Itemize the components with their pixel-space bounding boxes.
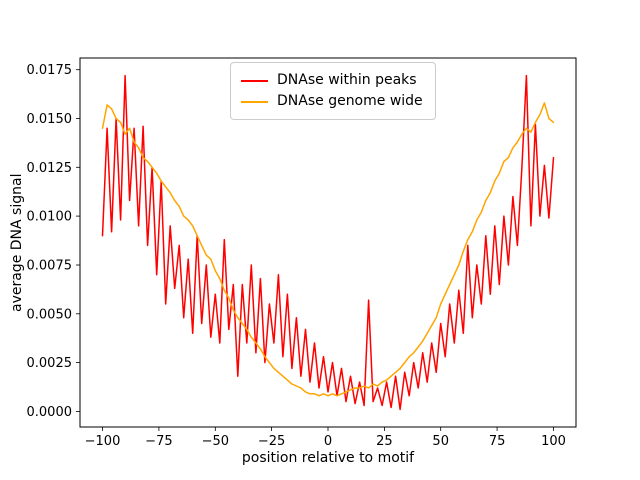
x-tick-label: 50 [432,434,449,449]
y-axis-label: average DNA signal [9,173,25,312]
y-tick-label: 0.0175 [27,63,73,78]
y-tick-label: 0.0000 [27,405,73,420]
y-tick-label: 0.0125 [27,161,73,176]
legend-swatch-genome-wide [241,100,268,103]
x-tick-label: 75 [489,434,506,449]
y-tick-label: 0.0100 [27,210,73,225]
x-tick-label: 0 [324,434,332,449]
series-line-dnase-genome-wide [101,102,555,397]
y-tick-label: 0.0075 [27,259,73,274]
legend-swatch-within-peaks [241,79,268,82]
x-tick-label: −75 [145,434,172,449]
x-tick-label: 100 [541,434,566,449]
axes-frame [79,57,577,428]
legend-item-genome-wide: DNAse genome wide [241,91,423,112]
legend-label-genome-wide: DNAse genome wide [277,93,423,109]
legend-item-within-peaks: DNAse within peaks [241,70,423,91]
legend: DNAse within peaks DNAse genome wide [230,62,436,120]
x-tick-label: −50 [202,434,229,449]
x-tick-label: −100 [85,434,121,449]
y-tick-label: 0.0025 [27,356,73,371]
x-axis-label: position relative to motif [241,450,415,466]
x-tick-label: −25 [258,434,285,449]
y-tick-label: 0.0150 [27,112,73,127]
series-line-dnase-within-peaks [101,74,555,411]
x-tick-label: 25 [376,434,393,449]
y-tick-label: 0.0050 [27,307,73,322]
legend-label-within-peaks: DNAse within peaks [277,72,417,88]
